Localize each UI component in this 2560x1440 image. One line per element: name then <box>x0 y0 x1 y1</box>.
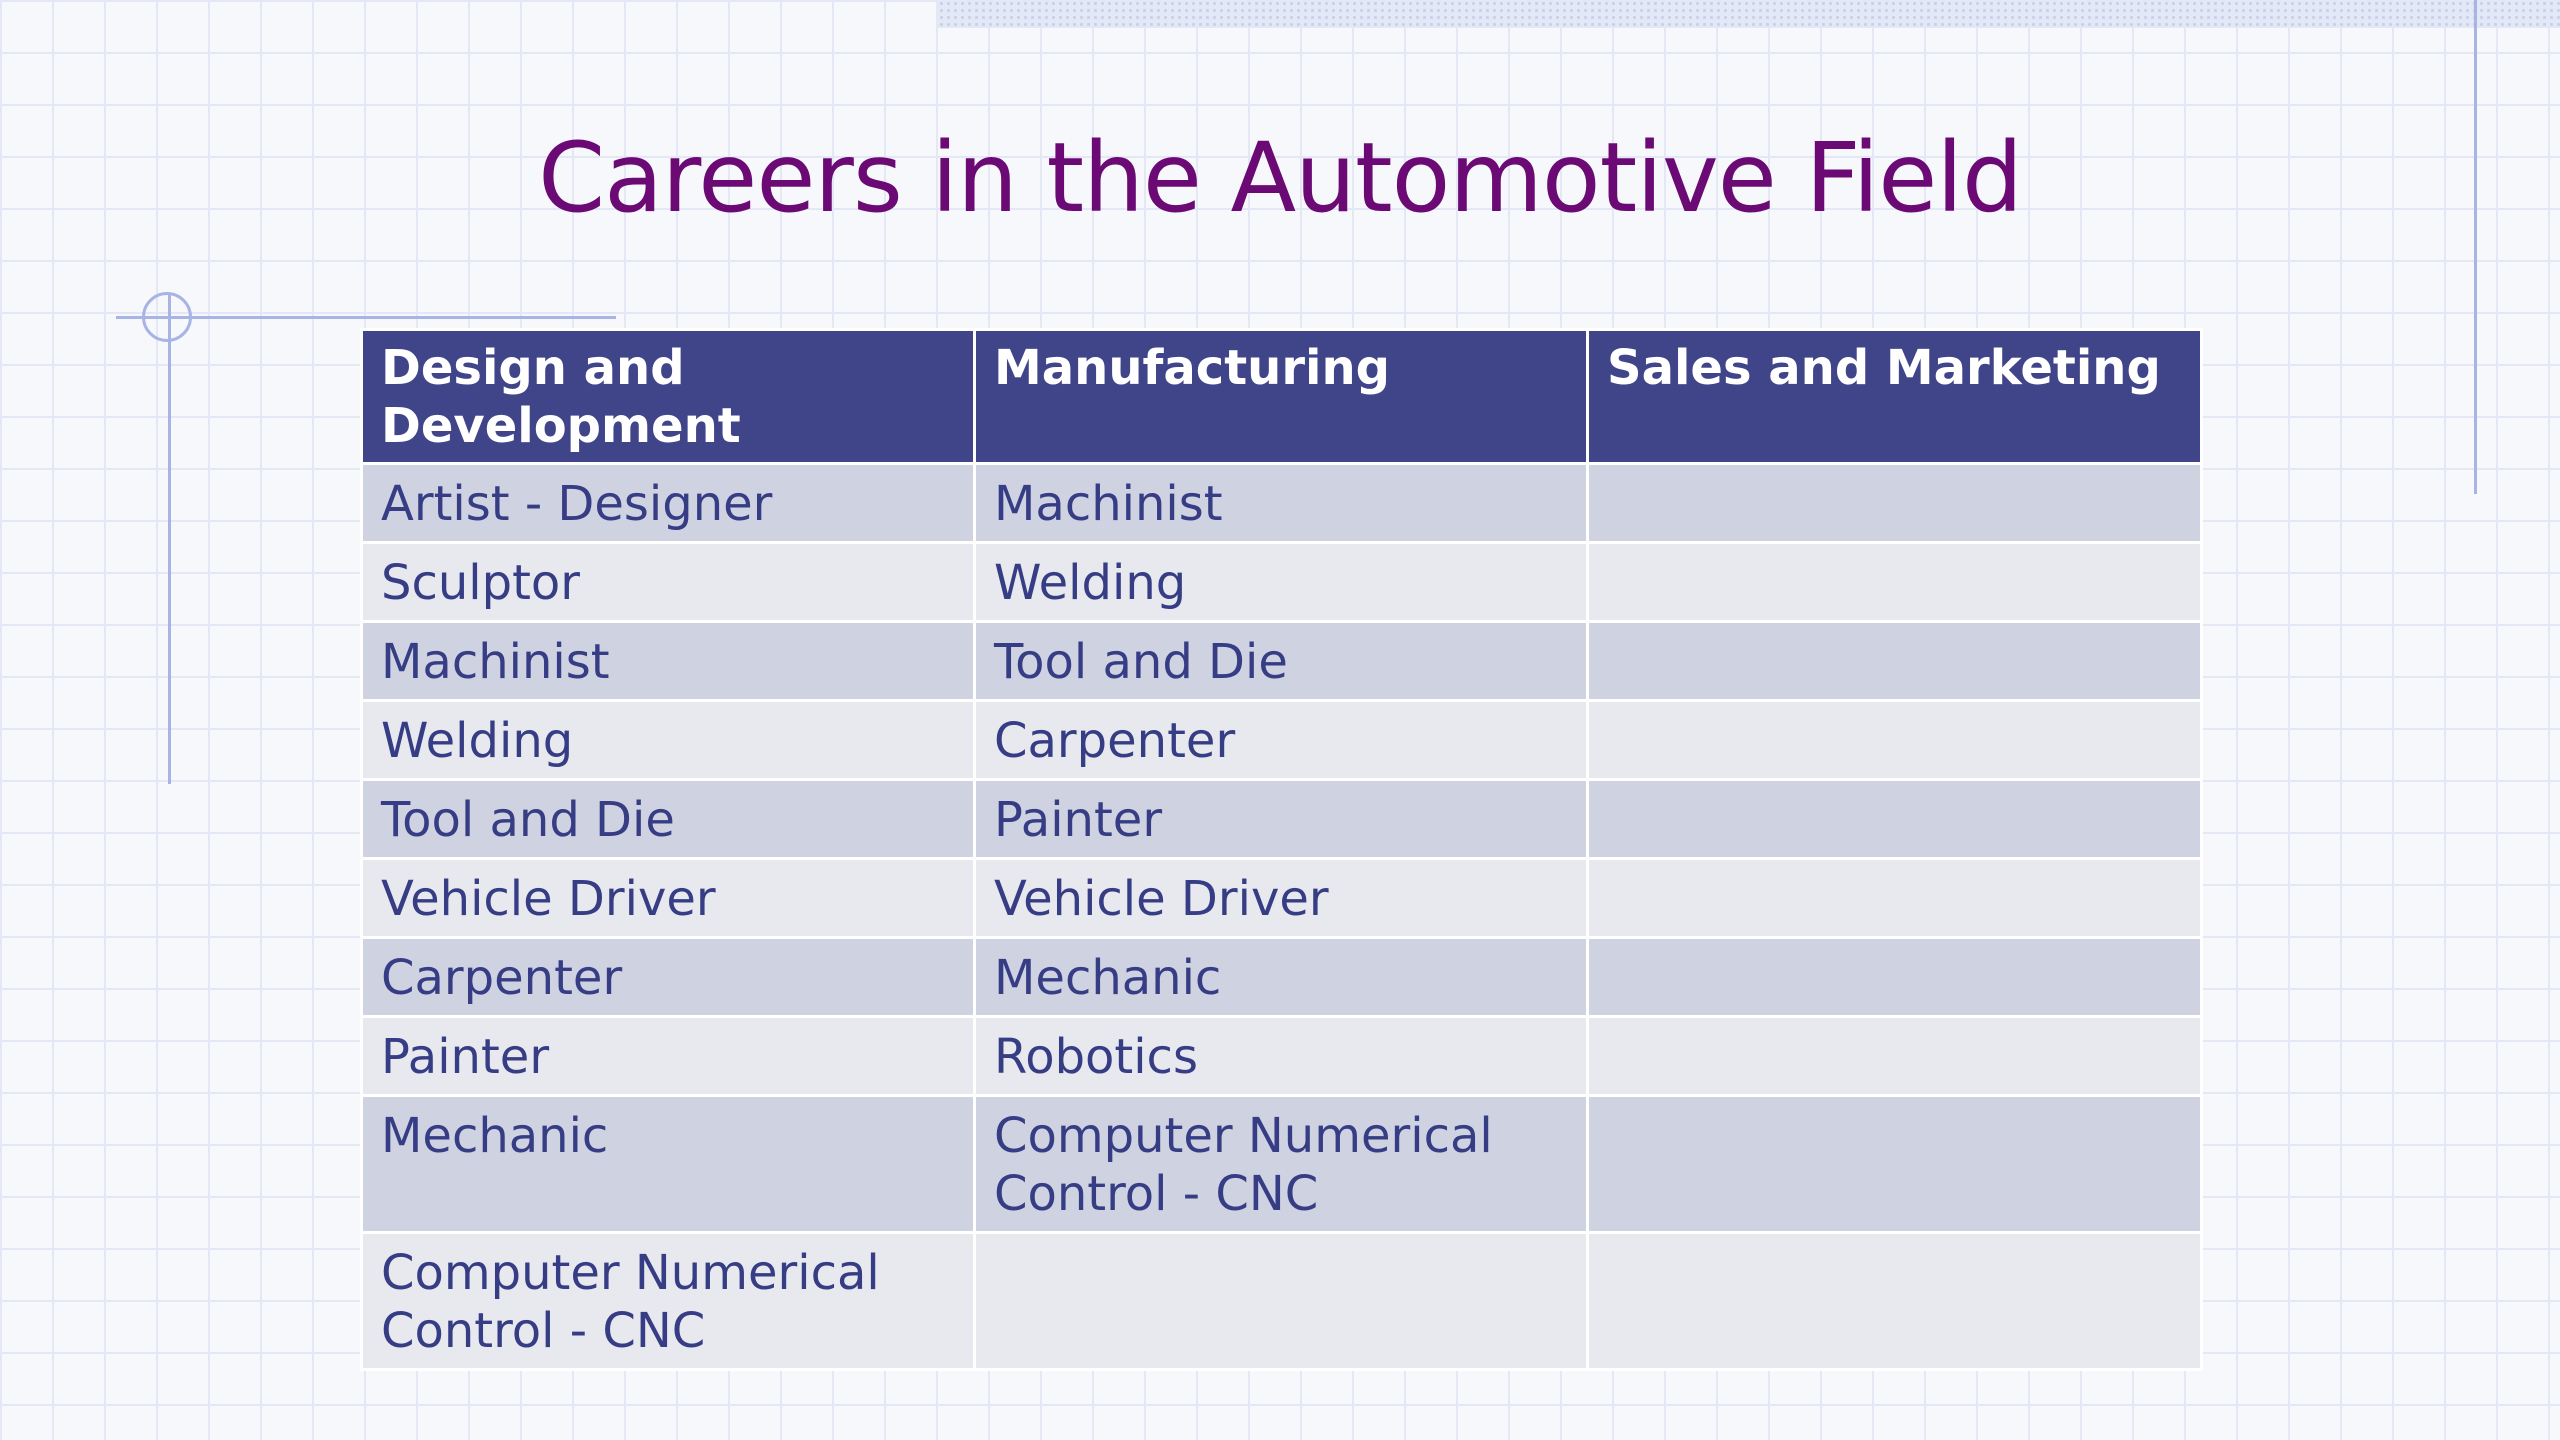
table-cell: Tool and Die <box>973 620 1589 702</box>
table-cell: Welding <box>360 699 976 781</box>
table-cell: Computer Numerical Control - CNC <box>360 1231 976 1371</box>
table-cell: Carpenter <box>360 936 976 1018</box>
table-cell <box>1586 541 2203 623</box>
table-row: Vehicle Driver Vehicle Driver <box>360 857 2203 939</box>
table-cell: Machinist <box>360 620 976 702</box>
table-cell <box>1586 620 2203 702</box>
table-cell <box>1586 1231 2203 1371</box>
table-row: Welding Carpenter <box>360 699 2203 781</box>
column-header-design-development: Design and Development <box>360 328 976 465</box>
column-header-manufacturing: Manufacturing <box>973 328 1589 465</box>
table-cell: Painter <box>360 1015 976 1097</box>
table-cell: Vehicle Driver <box>360 857 976 939</box>
table-cell: Computer Numerical Control - CNC <box>973 1094 1589 1234</box>
table-cell: Tool and Die <box>360 778 976 860</box>
decorative-horizontal-line <box>116 316 616 319</box>
crosshair-icon <box>142 292 192 342</box>
table-cell <box>1586 462 2203 544</box>
table-cell: Vehicle Driver <box>973 857 1589 939</box>
table-cell <box>1586 1094 2203 1234</box>
table-row: Machinist Tool and Die <box>360 620 2203 702</box>
table-cell: Carpenter <box>973 699 1589 781</box>
table-row: Computer Numerical Control - CNC <box>360 1231 2203 1371</box>
table-row: Painter Robotics <box>360 1015 2203 1097</box>
table-row: Tool and Die Painter <box>360 778 2203 860</box>
table-cell: Mechanic <box>360 1094 976 1234</box>
decorative-top-band <box>938 0 2560 28</box>
column-header-sales-marketing: Sales and Marketing <box>1586 328 2203 465</box>
decorative-right-line <box>2474 0 2477 494</box>
table-cell: Machinist <box>973 462 1589 544</box>
careers-table: Design and Development Manufacturing Sal… <box>360 328 2203 1371</box>
table-cell: Sculptor <box>360 541 976 623</box>
table-cell <box>973 1231 1589 1371</box>
slide-title: Careers in the Automotive Field <box>538 122 2023 234</box>
table-cell: Welding <box>973 541 1589 623</box>
table-cell: Painter <box>973 778 1589 860</box>
table-cell <box>1586 778 2203 860</box>
table-cell: Robotics <box>973 1015 1589 1097</box>
table-cell: Mechanic <box>973 936 1589 1018</box>
table-cell <box>1586 699 2203 781</box>
table-row: Carpenter Mechanic <box>360 936 2203 1018</box>
table-cell <box>1586 1015 2203 1097</box>
decorative-vertical-line <box>168 294 171 784</box>
table-cell: Artist - Designer <box>360 462 976 544</box>
table-cell <box>1586 936 2203 1018</box>
table-row: Mechanic Computer Numerical Control - CN… <box>360 1094 2203 1234</box>
table-row: Artist - Designer Machinist <box>360 462 2203 544</box>
table-cell <box>1586 857 2203 939</box>
table-header-row: Design and Development Manufacturing Sal… <box>360 328 2203 465</box>
table-row: Sculptor Welding <box>360 541 2203 623</box>
